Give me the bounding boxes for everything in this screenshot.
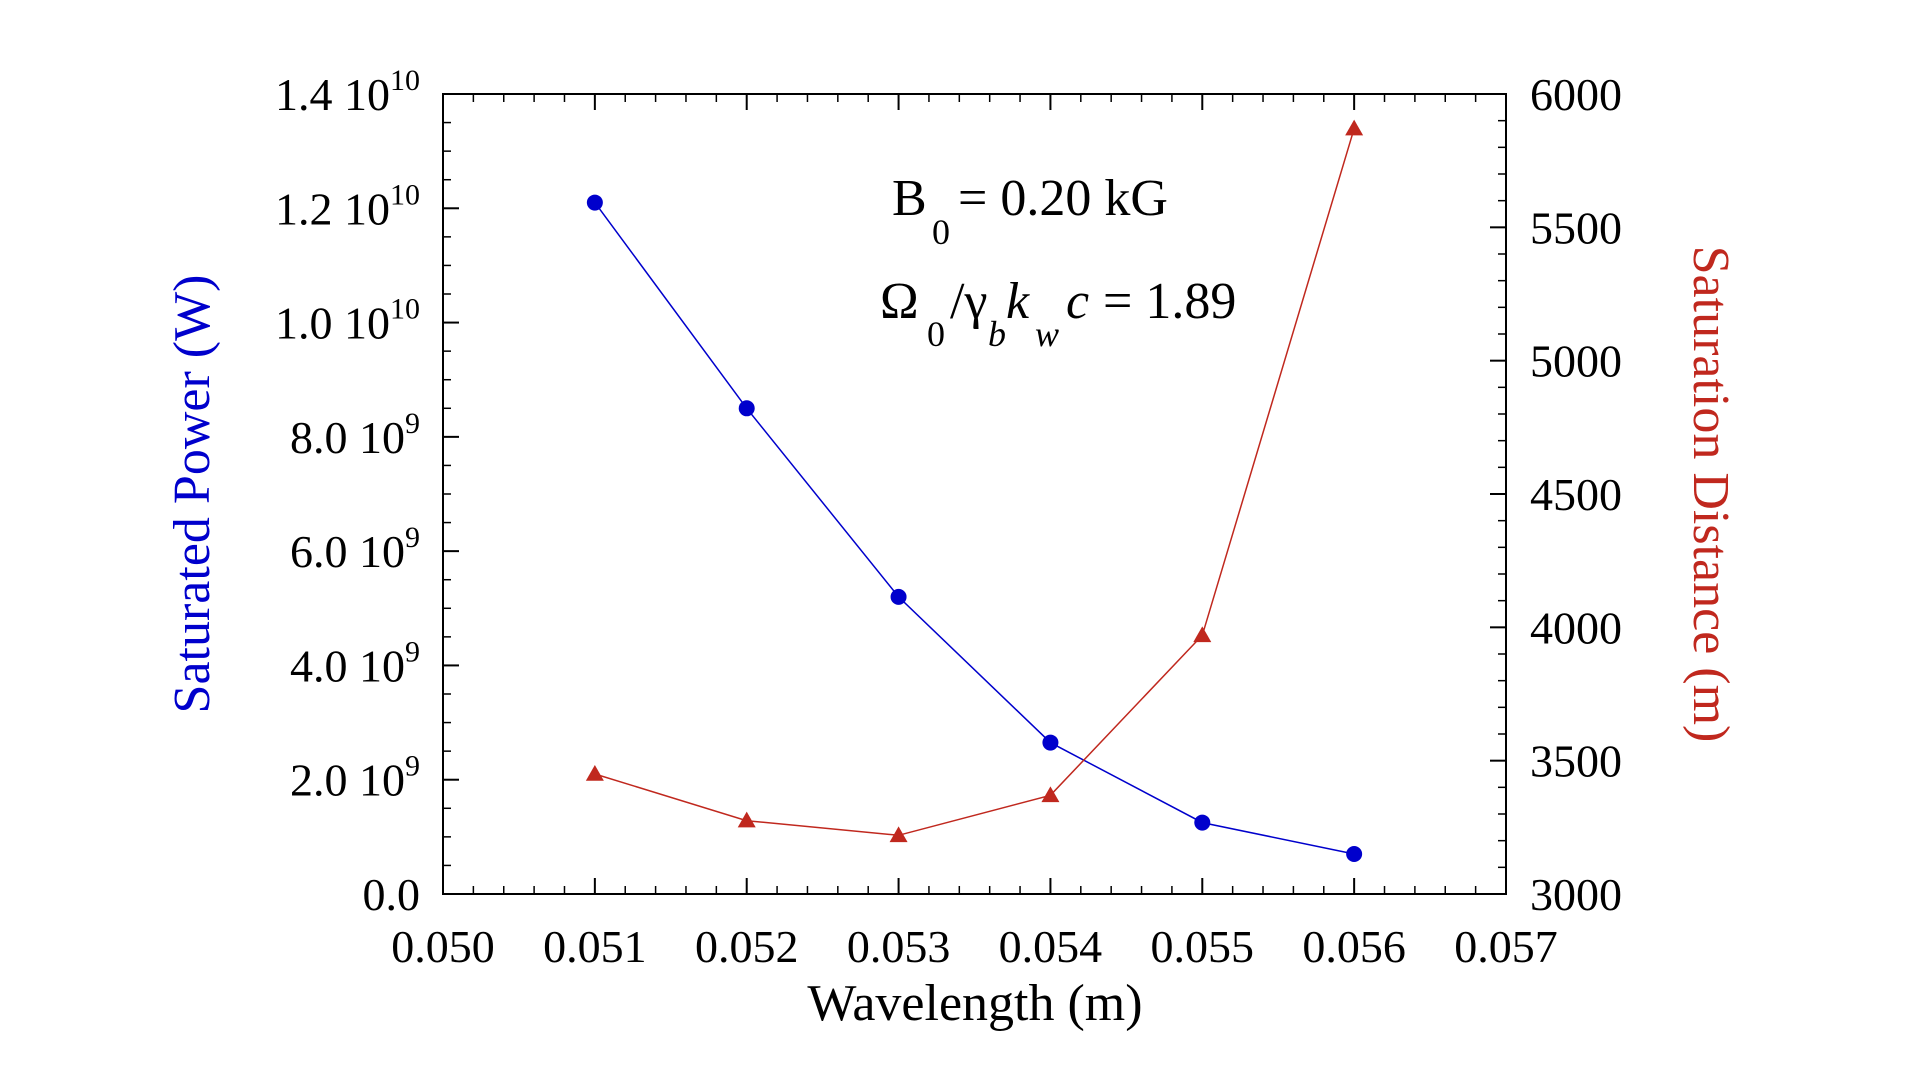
- saturation-distance-point: [889, 826, 908, 843]
- left-tick-exponent: 10: [390, 64, 420, 97]
- left-tick-label: 0.0: [363, 869, 421, 920]
- saturated-power-point: [586, 194, 603, 211]
- left-tick-label: 8.0 109: [290, 407, 420, 463]
- left-tick-exponent: 9: [405, 635, 420, 668]
- annotation-omega: Ω: [880, 273, 919, 330]
- left-tick-exponent: 9: [405, 407, 420, 440]
- right-tick-label: 6000: [1530, 69, 1622, 120]
- left-tick-mantissa: 6.0 10: [290, 526, 405, 577]
- x-tick-label: 0.051: [543, 921, 647, 972]
- annotation-ratio-value: = 1.89: [1103, 273, 1236, 330]
- right-tick-label: 3500: [1530, 736, 1622, 787]
- left-tick-mantissa: 1.4 10: [275, 69, 390, 120]
- left-tick-exponent: 10: [390, 178, 420, 211]
- annotation-field-strength: B 0 = 0.20 kG: [892, 170, 1168, 256]
- right-tick-label: 4500: [1530, 469, 1622, 520]
- left-tick-label: 2.0 109: [290, 750, 420, 806]
- x-tick-label: 0.053: [847, 921, 951, 972]
- left-tick-exponent: 10: [390, 293, 420, 326]
- saturated-power-line: [594, 202, 1355, 855]
- annotation-k: k: [1006, 273, 1030, 330]
- left-tick-label: 1.0 1010: [275, 293, 420, 349]
- saturation-distance-point: [1345, 119, 1364, 136]
- saturation-distance-point: [737, 811, 756, 828]
- x-tick-label: 0.056: [1302, 921, 1406, 972]
- left-tick-exponent: 9: [405, 750, 420, 783]
- left-tick-mantissa: 2.0 10: [290, 755, 405, 806]
- annotation-gamma: /γ: [950, 273, 987, 330]
- left-tick-mantissa: 4.0 10: [290, 640, 405, 691]
- annotation-k-subscript: w: [1035, 314, 1059, 354]
- right-tick-label: 3000: [1530, 869, 1622, 920]
- saturated-power-point: [1194, 814, 1211, 831]
- x-tick-label: 0.050: [391, 921, 495, 972]
- right-axis-ticks: 3000 3500 4000 4500 5000 5500 6000: [1490, 69, 1622, 920]
- left-tick-label: 4.0 109: [290, 635, 420, 691]
- saturation-distance-point: [585, 765, 604, 781]
- left-tick-mantissa: 1.0 10: [275, 298, 390, 349]
- annotation-b-value: = 0.20 kG: [958, 170, 1168, 227]
- left-tick-mantissa: 0.0: [363, 869, 421, 920]
- annotation-gamma-subscript: b: [988, 314, 1006, 354]
- left-tick-mantissa: 1.2 10: [275, 183, 390, 234]
- right-tick-label: 5500: [1530, 202, 1622, 253]
- saturation-distance-point: [1041, 786, 1060, 803]
- saturated-power-point: [1346, 846, 1363, 862]
- x-tick-label: 0.052: [695, 921, 799, 972]
- x-tick-label: 0.055: [1151, 921, 1255, 972]
- left-tick-label: 6.0 109: [290, 521, 420, 577]
- left-tick-exponent: 9: [405, 521, 420, 554]
- right-tick-label: 5000: [1530, 336, 1622, 387]
- x-axis-title: Wavelength (m): [807, 975, 1142, 1032]
- right-tick-label: 4000: [1530, 602, 1622, 653]
- annotation-ratio: Ω 0 /γ b k w c = 1.89: [880, 273, 1236, 358]
- right-axis-title: Saturation Distance (m): [1682, 246, 1739, 743]
- left-tick-label: 1.4 1010: [275, 64, 420, 120]
- saturated-power-point: [1042, 734, 1059, 751]
- x-tick-label: 0.054: [999, 921, 1103, 972]
- annotation-b-subscript: 0: [932, 212, 950, 252]
- annotation-b-symbol: B: [892, 170, 927, 227]
- x-axis-ticks: 0.050 0.051 0.052 0.053 0.054 0.055 0.056 0.057: [391, 94, 1558, 972]
- saturated-power-point: [890, 588, 907, 605]
- left-tick-mantissa: 8.0 10: [290, 412, 405, 463]
- left-tick-label: 1.2 1010: [275, 178, 420, 234]
- x-tick-label: 0.057: [1454, 921, 1558, 972]
- saturation-distance-point: [1193, 626, 1212, 643]
- series-layer: [585, 119, 1364, 862]
- left-axis-title: Saturated Power (W): [164, 275, 221, 714]
- annotation-omega-subscript: 0: [927, 314, 945, 354]
- saturation-distance-line: [594, 128, 1355, 837]
- saturated-power-point: [738, 400, 755, 417]
- annotation-c: c: [1066, 273, 1089, 330]
